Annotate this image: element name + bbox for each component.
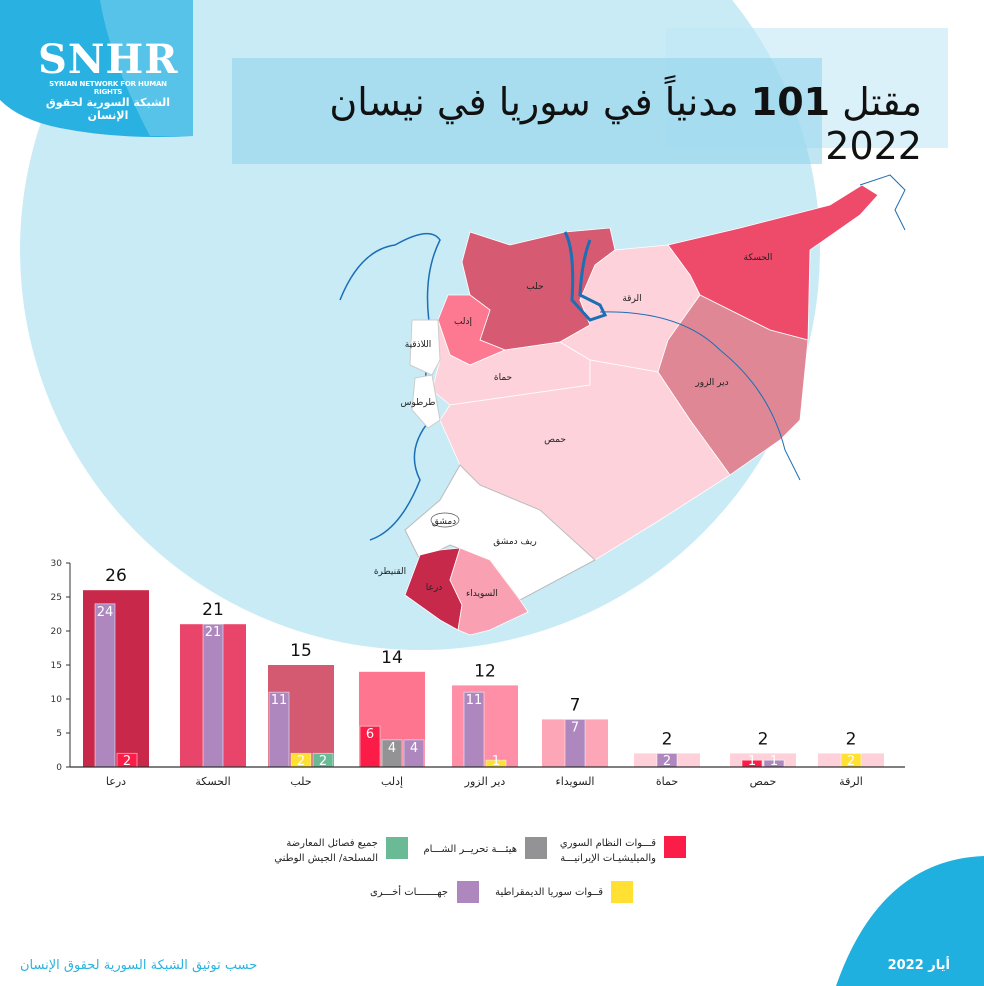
map-label-raqqa: الرقة (622, 294, 641, 304)
breakdown-label: 21 (205, 625, 222, 640)
logo-arabic: الشبكة السورية لحقوق الإنسان (45, 96, 171, 122)
region-suwayda (449, 547, 529, 636)
footer-source: حسب توثيق الشبكة السورية لحقوق الإنسان (20, 958, 258, 973)
total-label: 15 (290, 641, 312, 661)
breakdown-label: 1 (492, 754, 500, 769)
legend-label-opposition: جميع فصائل المعارضة المسلحة/ الجيش الوطني (270, 836, 378, 866)
region-deir (657, 294, 809, 476)
legend-opposition-line2: المسلحة/ الجيش الوطني (274, 853, 378, 864)
total-label: 2 (758, 729, 769, 749)
title-after: مدنياً في سوريا في نيسان 2022 (329, 80, 922, 168)
breakdown-bar-other (94, 603, 116, 768)
legend-swatch-hts (525, 837, 547, 859)
map-label-daraa: درعا (426, 583, 442, 593)
total-label: 14 (381, 648, 403, 668)
breakdown-label: 11 (271, 693, 288, 708)
map-label-hasakah: الحسكة (744, 253, 773, 263)
y-tick-label: 5 (56, 729, 62, 739)
total-label: 21 (202, 600, 224, 620)
category-label: درعا (106, 775, 126, 788)
breakdown-label: 24 (97, 605, 114, 620)
total-label: 12 (474, 661, 496, 681)
breakdown-label: 11 (466, 693, 483, 708)
y-tick-label: 30 (51, 559, 63, 569)
breakdown-label: 2 (123, 754, 131, 769)
legend-swatch-other (457, 881, 479, 903)
legend-opposition-line1: جميع فصائل المعارضة (286, 838, 378, 849)
page-title: مقتل 101 مدنياً في سوريا في نيسان 2022 (232, 80, 922, 168)
category-label: إدلب (381, 775, 403, 788)
y-tick-label: 25 (51, 593, 62, 603)
legend-swatch-opposition (386, 837, 408, 859)
category-label: دير الزور (464, 775, 506, 788)
breakdown-label: 2 (663, 754, 671, 769)
map-label-quneitra: القنيطرة (374, 567, 406, 577)
map-label-latakia: اللاذقية (405, 340, 431, 350)
total-label: 7 (570, 695, 581, 715)
logo-abbr: SNHR (38, 36, 179, 83)
breakdown-label: 1 (748, 754, 756, 769)
y-tick-label: 0 (56, 763, 62, 773)
total-label: 26 (105, 566, 127, 586)
category-label: حمص (750, 775, 777, 788)
region-damascus (430, 512, 460, 528)
total-bar (730, 753, 796, 767)
legend-swatch-sdf (611, 881, 633, 903)
y-tick-label: 15 (51, 661, 62, 671)
map-label-rif-damascus: ريف دمشق (493, 537, 536, 547)
legend-swatch-regime (664, 836, 686, 858)
map-label-tartus: طرطوس (401, 398, 436, 408)
map-label-homs: حمص (544, 435, 566, 445)
map-label-hama: حماة (494, 373, 512, 383)
map-label-aleppo: حلب (526, 282, 543, 292)
total-label: 2 (846, 729, 857, 749)
category-label: السويداء (556, 775, 595, 788)
category-label: الرقة (839, 775, 863, 788)
total-bar (452, 685, 518, 767)
legend-label-hts: هيئـــة تحريــر الشـــام (423, 844, 517, 855)
region-tartus (411, 374, 441, 429)
breakdown-label: 4 (410, 741, 418, 756)
legend-label-sdf: قــوات سوريا الديمقراطية (495, 887, 603, 898)
breakdown-label: 6 (366, 727, 374, 742)
logo-english: SYRIAN NETWORK FOR HUMAN RIGHTS (49, 80, 167, 96)
region-latakia (409, 319, 441, 376)
category-label: الحسكة (195, 775, 230, 788)
footer-date: أيار 2022 (887, 958, 950, 973)
breakdown-label: 2 (319, 754, 327, 769)
map-label-damascus: دمشق (432, 517, 456, 527)
legend-regime-line2: والميليشيـات الإيرانيـــة (560, 853, 656, 864)
title-number: 101 (750, 80, 831, 124)
y-tick-label: 10 (51, 695, 63, 705)
legend-label-regime: قـــوات النظام السوري والميليشيـات الإيرا… (520, 836, 656, 866)
breakdown-label: 2 (297, 754, 305, 769)
category-label: حلب (290, 775, 311, 788)
breakdown-label: 4 (388, 741, 396, 756)
y-tick-label: 20 (51, 627, 63, 637)
total-label: 2 (662, 729, 673, 749)
map-label-suwayda: السويداء (466, 589, 498, 599)
map-label-idlib: إدلب (454, 317, 472, 327)
legend-label-other: جهـــــــات أخـــرى (369, 887, 448, 898)
title-before: مقتل (830, 80, 922, 124)
map-label-deir: دير الزور (694, 378, 728, 388)
total-bar (83, 590, 149, 767)
breakdown-label: 1 (770, 754, 778, 769)
legend-regime-line1: قـــوات النظام السوري (559, 838, 656, 849)
breakdown-label: 7 (571, 720, 579, 735)
category-label: حماة (656, 775, 678, 788)
breakdown-bar-other (202, 623, 224, 768)
title-box (232, 58, 822, 164)
breakdown-label: 2 (847, 754, 855, 769)
snhr-logo: SNHR SYRIAN NETWORK FOR HUMAN RIGHTS الش… (38, 36, 179, 123)
